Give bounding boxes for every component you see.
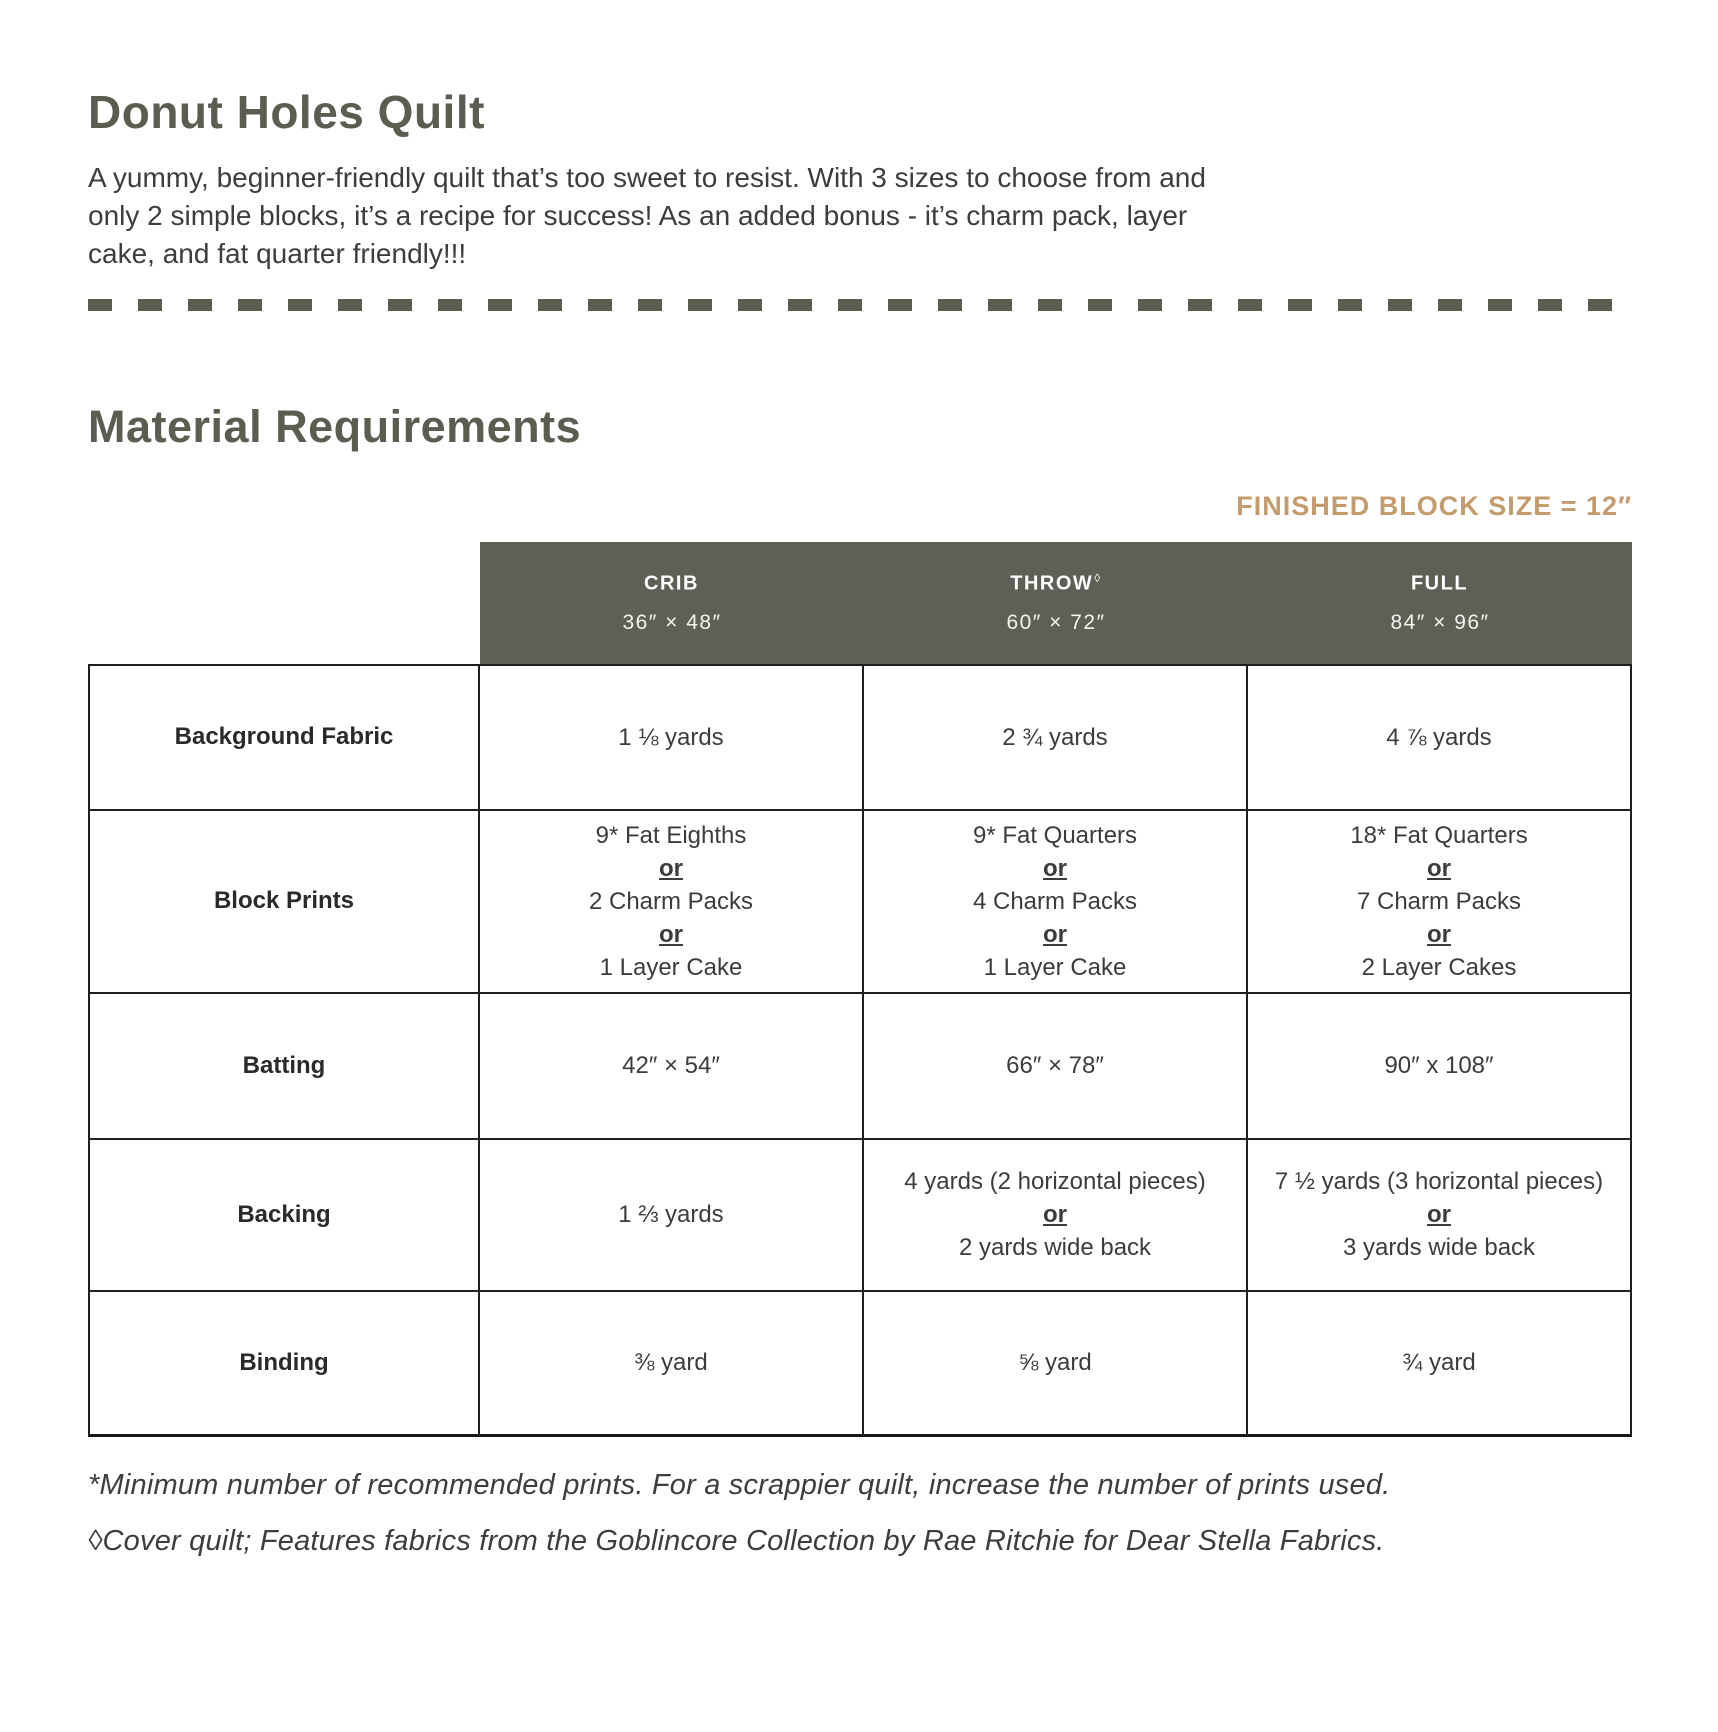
or-separator: or xyxy=(1427,920,1451,948)
table-cell: 66″ × 78″ xyxy=(864,993,1248,1140)
header-spacer-cell xyxy=(88,542,480,664)
table-cell: 2 ¾ yards xyxy=(864,665,1248,811)
table-row: Backing 1 ⅔ yards 4 yards (2 horizontal pi… xyxy=(88,1139,1632,1292)
column-header-crib: CRIB 36″ × 48″ xyxy=(480,541,864,664)
table-row: Background Fabric 1 ⅛ yards 2 ¾ yards 4 ⅞ y… xyxy=(88,665,1632,811)
table-cell: 9* Fat Eighths or 2 Charm Packs or 1 Layer C… xyxy=(480,810,864,994)
table-row: Batting 42″ × 54″ 66″ × 78″ 90″ x 108″ xyxy=(88,993,1632,1140)
cell-value: 18* Fat Quarters xyxy=(1350,821,1528,849)
table-cell: ⅜ yard xyxy=(480,1291,864,1437)
table-row: Binding ⅜ yard ⅝ yard ¾ yard xyxy=(88,1291,1632,1437)
column-header-throw: THROW◊ 60″ × 72″ xyxy=(864,541,1248,664)
table-row: Block Prints 9* Fat Eighths or 2 Charm Pack… xyxy=(88,810,1632,994)
cell-value: 4 yards (2 horizontal pieces) xyxy=(904,1168,1206,1196)
table-cell: 42″ × 54″ xyxy=(480,993,864,1140)
row-label: Background Fabric xyxy=(88,665,480,811)
or-separator: or xyxy=(659,920,683,948)
cell-value: 2 yards wide back xyxy=(958,1234,1152,1262)
or-separator: or xyxy=(1043,854,1067,882)
intro-paragraph: A yummy, beginner-friendly quilt that’s … xyxy=(88,159,1632,273)
cell-value: 7 Charm Packs xyxy=(1356,887,1522,915)
table-cell: 9* Fat Quarters or 4 Charm Packs or 1 Layer … xyxy=(864,810,1248,994)
table-cell: 18* Fat Quarters or 7 Charm Packs or 2 Layer… xyxy=(1248,810,1632,994)
row-label: Block Prints xyxy=(88,810,480,994)
cell-value: 2 Layer Cakes xyxy=(1361,953,1517,981)
cell-value: 66″ × 78″ xyxy=(1006,1052,1104,1080)
column-label: THROW◊ xyxy=(1010,570,1102,595)
row-label: Binding xyxy=(88,1291,480,1437)
footnote-marker: ◊ xyxy=(1094,570,1102,585)
table-cell: ¾ yard xyxy=(1248,1291,1632,1437)
table-cell: 1 ⅛ yards xyxy=(480,665,864,811)
table-cell: 4 yards (2 horizontal pieces) or 2 yards w… xyxy=(864,1139,1248,1292)
cell-value: 1 Layer Cake xyxy=(983,953,1127,981)
cell-value: 1 ⅔ yards xyxy=(618,1201,724,1229)
footnote-minimum-prints: *Minimum number of recommended prints. F… xyxy=(88,1468,1391,1501)
cell-value: 90″ x 108″ xyxy=(1384,1052,1494,1080)
column-size: 36″ × 48″ xyxy=(622,611,722,635)
or-separator: or xyxy=(1427,854,1451,882)
or-separator: or xyxy=(659,854,683,882)
cell-value: 1 ⅛ yards xyxy=(618,723,724,751)
cell-value: 7 ½ yards (3 horizontal pieces) xyxy=(1274,1168,1604,1196)
or-separator: or xyxy=(1043,1201,1067,1229)
table-header-row: CRIB 36″ × 48″ THROW◊ 60″ × 72″ FULL 84″… xyxy=(88,541,1632,664)
column-size: 84″ × 96″ xyxy=(1390,611,1490,635)
table-body: Background Fabric 1 ⅛ yards 2 ¾ yards 4 ⅞ y… xyxy=(88,663,1632,1437)
intro-line: A yummy, beginner-friendly quilt that’s … xyxy=(88,161,1206,193)
column-size: 60″ × 72″ xyxy=(1006,611,1106,635)
section-title: Material Requirements xyxy=(88,400,582,452)
dashed-divider xyxy=(88,298,1632,311)
footnote-cover-quilt: ◊Cover quilt; Features fabrics from the … xyxy=(88,1524,1385,1557)
footnotes: *Minimum number of recommended prints. F… xyxy=(88,1469,1632,1558)
material-requirements-table: FINISHED BLOCK SIZE = 12″ CRIB 36″ × 48″… xyxy=(88,491,1632,1437)
page-title: Donut Holes Quilt xyxy=(88,86,485,138)
column-label: FULL xyxy=(1410,572,1469,595)
table-cell: 90″ x 108″ xyxy=(1248,993,1632,1140)
cell-value: ⅜ yard xyxy=(634,1349,708,1377)
table-cell: ⅝ yard xyxy=(864,1291,1248,1437)
cell-value: ¾ yard xyxy=(1402,1349,1476,1377)
cell-value: 4 Charm Packs xyxy=(972,887,1138,915)
cell-value: 9* Fat Quarters xyxy=(972,821,1138,849)
finished-block-size-note: FINISHED BLOCK SIZE = 12″ xyxy=(1236,490,1632,521)
row-label: Batting xyxy=(88,993,480,1140)
table-cell: 1 ⅔ yards xyxy=(480,1139,864,1292)
cell-value: 2 Charm Packs xyxy=(588,887,754,915)
cell-value: 1 Layer Cake xyxy=(599,953,743,981)
document-page: Donut Holes Quilt A yummy, beginner-frie… xyxy=(88,86,1632,1558)
column-label: CRIB xyxy=(644,572,699,595)
intro-line: cake, and fat quarter friendly!!! xyxy=(88,237,467,269)
cell-value: 2 ¾ yards xyxy=(1002,723,1108,751)
column-header-full: FULL 84″ × 96″ xyxy=(1248,541,1632,664)
or-separator: or xyxy=(1427,1201,1451,1229)
or-separator: or xyxy=(1043,920,1067,948)
cell-value: 3 yards wide back xyxy=(1342,1234,1536,1262)
cell-value: 9* Fat Eighths xyxy=(595,821,747,849)
table-cell: 4 ⅞ yards xyxy=(1248,665,1632,811)
cell-value: 4 ⅞ yards xyxy=(1386,723,1492,751)
intro-line: only 2 simple blocks, it’s a recipe for … xyxy=(88,199,1188,231)
cell-value: 42″ × 54″ xyxy=(622,1052,720,1080)
cell-value: ⅝ yard xyxy=(1018,1349,1092,1377)
row-label: Backing xyxy=(88,1139,480,1292)
table-cell: 7 ½ yards (3 horizontal pieces) or 3 yards… xyxy=(1248,1139,1632,1292)
